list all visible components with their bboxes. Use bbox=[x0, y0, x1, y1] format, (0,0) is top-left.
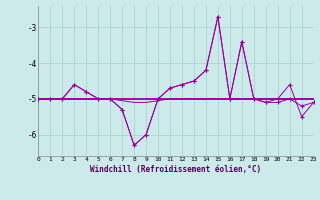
X-axis label: Windchill (Refroidissement éolien,°C): Windchill (Refroidissement éolien,°C) bbox=[91, 165, 261, 174]
